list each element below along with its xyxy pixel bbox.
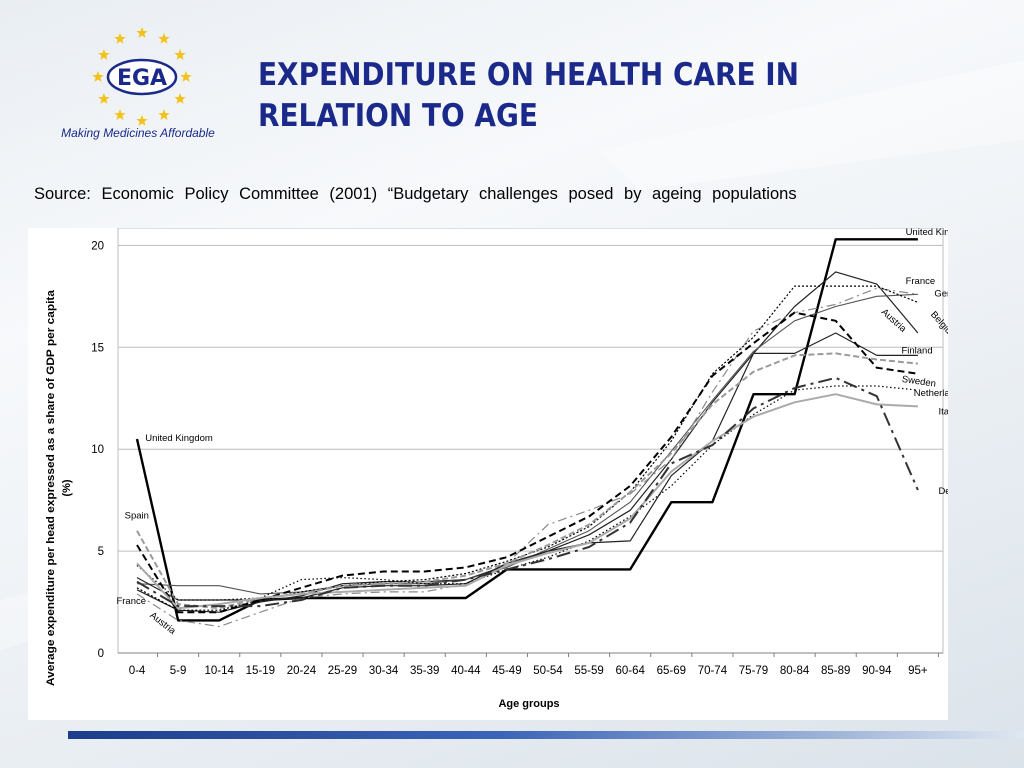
logo-text: EGA bbox=[117, 66, 167, 91]
star-ring-icon bbox=[92, 27, 192, 126]
y-tick-label: 0 bbox=[98, 648, 104, 660]
series-annotation: Austria bbox=[147, 610, 178, 637]
x-tick-label: 55-59 bbox=[574, 665, 603, 677]
x-tick-label: 70-74 bbox=[698, 665, 728, 677]
series-annotation: Denmark bbox=[938, 486, 948, 497]
series-layer bbox=[135, 238, 919, 628]
series-line-united-kingdom bbox=[135, 238, 918, 622]
series-line-finland bbox=[136, 332, 918, 601]
series-annotation: Italy bbox=[938, 407, 948, 418]
y-tick-label: 20 bbox=[91, 240, 104, 252]
x-tick-label: 80-84 bbox=[780, 665, 810, 677]
x-tick-label: 20-24 bbox=[287, 665, 317, 677]
x-tick-label: 95+ bbox=[908, 665, 928, 677]
logo-star-icon bbox=[174, 93, 186, 104]
series-annotation: Sweden bbox=[901, 374, 937, 390]
y-tick-labels: 0 5 10 15 20 bbox=[91, 240, 104, 660]
y-tick-label: 10 bbox=[91, 444, 104, 456]
plot-area bbox=[117, 228, 944, 654]
page-title-line-2: RELATION TO AGE bbox=[258, 98, 538, 134]
ega-logo-graphic: EGA Making Medicines Affordable bbox=[61, 27, 215, 140]
x-tick-label: 40-44 bbox=[451, 665, 481, 677]
series-annotation: Austria bbox=[879, 307, 909, 335]
footer-bar bbox=[68, 731, 1024, 739]
logo-star-icon bbox=[174, 49, 186, 60]
logo-star-icon bbox=[92, 71, 104, 82]
series-line-netherlands bbox=[136, 385, 918, 601]
logo-star-icon bbox=[114, 109, 126, 120]
series-line-germany bbox=[136, 293, 918, 595]
y-tick-label: 15 bbox=[91, 342, 104, 354]
health-expenditure-chart: 0 5 10 15 20 0-4 5-9 10-14 15-19 20-24 25-29 30-34… bbox=[45, 228, 948, 710]
series-annotation: United Kingdom bbox=[906, 228, 948, 238]
series-annotation: France bbox=[906, 276, 936, 287]
logo-star-icon bbox=[158, 32, 170, 44]
series-annotation: United Kingdom bbox=[145, 433, 213, 444]
x-tick-label: 35-39 bbox=[410, 665, 439, 677]
y-axis-title-line-1: Average expenditure per head expressed a… bbox=[45, 289, 57, 686]
series-annotation: Germany bbox=[934, 288, 948, 299]
x-tick-label: 60-64 bbox=[615, 665, 645, 677]
series-line-austria bbox=[136, 287, 918, 628]
x-tick-label: 15-19 bbox=[246, 665, 275, 677]
logo-tagline: Making Medicines Affordable bbox=[61, 126, 215, 140]
logo-star-icon bbox=[114, 32, 126, 44]
x-tick-label: 65-69 bbox=[657, 665, 686, 677]
logo-star-icon bbox=[98, 49, 110, 60]
y-tick-label: 5 bbox=[98, 546, 104, 558]
series-annotation: Belgium bbox=[928, 309, 948, 342]
x-tick-label: 50-54 bbox=[533, 665, 563, 677]
source-caption: Source: Economic Policy Committee (2001)… bbox=[34, 185, 797, 203]
series-annotation: Finland bbox=[901, 345, 932, 356]
grid-layer bbox=[117, 228, 944, 654]
x-tick-label: 85-89 bbox=[821, 665, 850, 677]
chart-panel: 0 5 10 15 20 0-4 5-9 10-14 15-19 20-24 25-29 30-34… bbox=[28, 228, 948, 720]
x-tick-label: 5-9 bbox=[170, 665, 187, 677]
series-annotation: France bbox=[116, 596, 146, 607]
series-annotation: Netherlands bbox=[914, 388, 948, 399]
series-line-denmark bbox=[136, 376, 919, 608]
logo-star-icon bbox=[136, 27, 148, 38]
series-line-france bbox=[136, 271, 919, 613]
x-tick-label: 90-94 bbox=[862, 665, 892, 677]
x-tick-label: 0-4 bbox=[129, 665, 146, 677]
x-tick-label: 75-79 bbox=[739, 665, 768, 677]
x-axis-title: Age groups bbox=[498, 698, 559, 710]
y-axis-title-line-2: (%) bbox=[61, 479, 73, 496]
page-title-line-1: EXPENDITURE ON HEALTH CARE IN bbox=[258, 57, 799, 93]
x-tick-label: 25-29 bbox=[328, 665, 357, 677]
logo-star-icon bbox=[158, 109, 170, 120]
x-tick-label: 30-34 bbox=[369, 665, 399, 677]
logo-star-icon bbox=[136, 115, 148, 126]
series-line-italy bbox=[136, 393, 918, 610]
x-tick-label: 10-14 bbox=[204, 665, 234, 677]
x-tick-labels: 0-4 5-9 10-14 15-19 20-24 25-29 30-34 35-39 40-4… bbox=[129, 653, 939, 677]
logo-oval bbox=[106, 58, 178, 96]
y-axis-title: Average expenditure per head expressed a… bbox=[45, 289, 73, 686]
logo-star-icon bbox=[98, 93, 110, 104]
logo-star-icon bbox=[180, 71, 192, 82]
ega-logo: EGA Making Medicines Affordable bbox=[60, 25, 230, 143]
series-line-belgium bbox=[136, 285, 919, 611]
series-annotation: Spain bbox=[125, 510, 149, 521]
page-title: EXPENDITURE ON HEALTH CARE IN RELATION T… bbox=[258, 55, 906, 137]
series-line-sweden bbox=[136, 311, 919, 614]
x-tick-label: 45-49 bbox=[492, 665, 521, 677]
